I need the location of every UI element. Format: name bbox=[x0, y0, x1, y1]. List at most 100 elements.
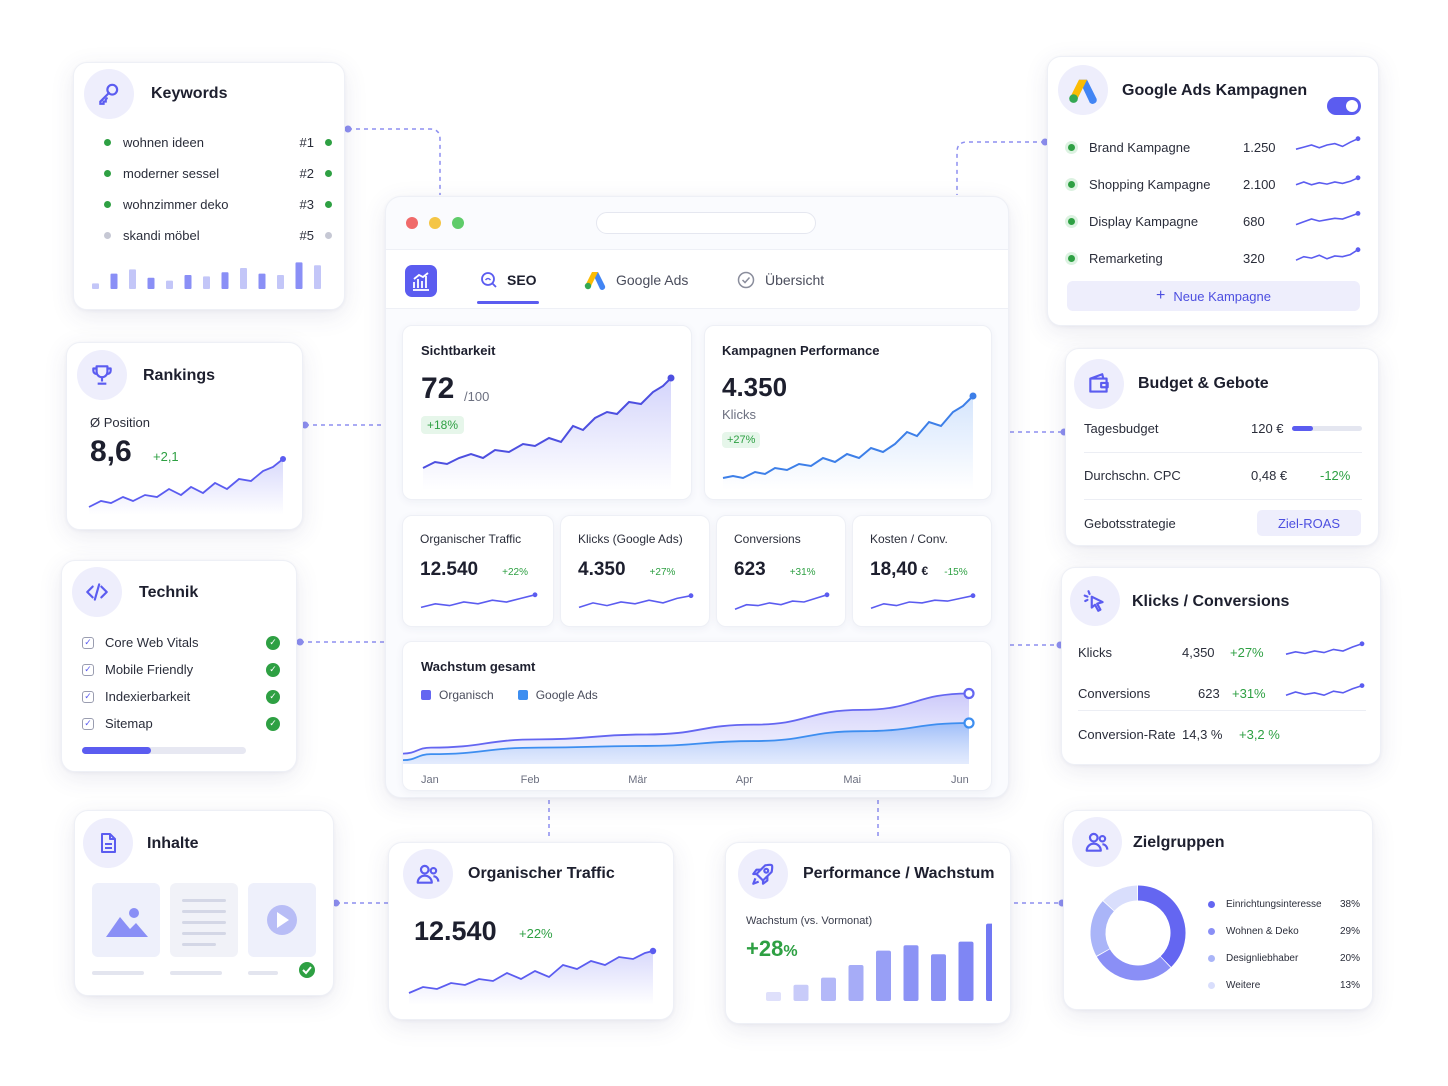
campaign-row[interactable]: Display Kampagne 680 bbox=[1068, 203, 1362, 240]
legend-value: 13% bbox=[1339, 980, 1360, 991]
sichtbarkeit-value: 72 bbox=[421, 372, 455, 405]
technik-checklist: ✓ Core Web Vitals ✓ ✓ Mobile Friendly ✓ ✓ Index… bbox=[82, 629, 280, 737]
donut-slice[interactable] bbox=[1137, 885, 1186, 967]
zielgruppen-card: Zielgruppen Einrichtungsinteresse 38% Wohn… bbox=[1063, 810, 1373, 1010]
google-ads-kampagnen-card: Google Ads Kampagnen Brand Kampagne 1.250… bbox=[1047, 56, 1379, 326]
keyword-row[interactable]: wohnzimmer deko #3 bbox=[104, 189, 332, 220]
technik-item-label: Indexierbarkeit bbox=[105, 689, 191, 704]
keyword-row[interactable]: moderner sessel #2 bbox=[104, 158, 332, 189]
keyword-rank-dot bbox=[325, 170, 332, 177]
wachstum-panel: Wachstum gesamt Organisch Google Ads Jan… bbox=[402, 641, 992, 791]
technik-item: ✓ Indexierbarkeit ✓ bbox=[82, 683, 280, 710]
campaign-sparkline bbox=[1295, 175, 1361, 186]
tab-google-ads[interactable]: Google Ads bbox=[584, 264, 688, 296]
wachstum-month-label: Jan bbox=[421, 774, 439, 786]
legend-value: 20% bbox=[1339, 953, 1360, 964]
legend-dot bbox=[1208, 982, 1215, 989]
minimize-window-button[interactable] bbox=[429, 217, 441, 229]
legend-value: 29% bbox=[1339, 926, 1360, 937]
rankings-label: Ø Position bbox=[90, 415, 150, 430]
campaign-toggle[interactable] bbox=[1327, 97, 1361, 115]
donut-slice[interactable] bbox=[1090, 901, 1115, 956]
status-ok-icon: ✓ bbox=[266, 716, 280, 731]
campaign-row[interactable]: Shopping Kampagne 2.100 bbox=[1068, 166, 1362, 203]
sichtbarkeit-line-chart bbox=[422, 374, 675, 490]
klicks-conv-row: Conversions 623 +31% bbox=[1078, 673, 1368, 714]
performance-bar bbox=[986, 923, 992, 1001]
tagesbudget-bar-fill bbox=[1292, 426, 1313, 431]
zielgruppen-title: Zielgruppen bbox=[1133, 834, 1225, 851]
cpc-label: Durchschn. CPC bbox=[1084, 468, 1181, 483]
gebotsstrategie-select[interactable]: Ziel-ROAS bbox=[1257, 510, 1361, 536]
klicks-conv-row: Klicks 4,350 +27% bbox=[1078, 632, 1368, 673]
row-sparkline-wrap bbox=[1282, 638, 1366, 662]
campaign-row[interactable]: Brand Kampagne 1.250 bbox=[1068, 129, 1362, 166]
campaign-status-dot bbox=[1068, 144, 1075, 151]
wachstum-endpoint[interactable] bbox=[963, 717, 975, 729]
keyword-label: wohnzimmer deko bbox=[123, 197, 229, 212]
technik-item: ✓ Mobile Friendly ✓ bbox=[82, 656, 280, 683]
performance-bar bbox=[903, 945, 919, 1001]
checkbox-icon[interactable]: ✓ bbox=[82, 663, 94, 676]
keyword-rank: #1 bbox=[299, 135, 314, 150]
video-tile bbox=[248, 883, 316, 957]
campaign-sparkline-wrap bbox=[1292, 244, 1362, 266]
campaign-status-dot bbox=[1068, 218, 1075, 225]
wachstum-endpoint[interactable] bbox=[963, 687, 975, 700]
new-campaign-button[interactable]: + Neue Kampagne bbox=[1067, 281, 1360, 311]
image-tile bbox=[92, 883, 160, 957]
checkbox-icon[interactable]: ✓ bbox=[82, 690, 94, 703]
google-ads-title: Google Ads Kampagnen bbox=[1122, 82, 1308, 99]
legend-label: Einrichtungsinteresse bbox=[1226, 899, 1322, 910]
tab-seo-label: SEO bbox=[507, 272, 537, 288]
close-window-button[interactable] bbox=[406, 217, 418, 229]
klicks-conv-rows: Klicks 4,350 +27% Conversions 623 +31% bbox=[1078, 632, 1368, 714]
maximize-window-button[interactable] bbox=[452, 217, 464, 229]
campaign-row[interactable]: Remarketing 320 bbox=[1068, 240, 1362, 277]
campaign-value: 680 bbox=[1243, 214, 1265, 229]
checkbox-icon[interactable]: ✓ bbox=[82, 636, 94, 649]
keyword-status-dot bbox=[104, 170, 111, 177]
keyword-row[interactable]: skandi möbel #5 bbox=[104, 220, 332, 251]
wachstum-month-label: Feb bbox=[521, 774, 540, 786]
kpi-delta: -15% bbox=[944, 567, 968, 578]
keyword-bar bbox=[240, 268, 247, 289]
kpi-title: Kosten / Conv. bbox=[870, 532, 948, 546]
keyword-row[interactable]: wohnen ideen #1 bbox=[104, 127, 332, 158]
keyword-rank: #3 bbox=[299, 197, 314, 212]
campaign-label: Display Kampagne bbox=[1089, 214, 1199, 229]
kpi-card: Klicks (Google Ads) 4.350 +27% bbox=[560, 515, 710, 627]
wachstum-month-label: Mär bbox=[628, 774, 647, 786]
tab-bar: SEO Google Ads Übersicht bbox=[386, 249, 1008, 309]
technik-progress-bar bbox=[82, 747, 246, 754]
keyword-bar bbox=[129, 269, 136, 289]
kpi-sparkline-wrap bbox=[867, 588, 977, 614]
campaign-value: 2.100 bbox=[1243, 177, 1276, 192]
rankings-sparkline bbox=[88, 456, 286, 515]
keyword-bar bbox=[314, 265, 321, 289]
tab-overview[interactable]: Übersicht bbox=[737, 264, 824, 296]
sichtbarkeit-unit: /100 bbox=[464, 389, 490, 404]
keyword-bar bbox=[203, 276, 210, 289]
address-bar[interactable] bbox=[596, 212, 816, 234]
strategie-label: Gebotsstrategie bbox=[1084, 516, 1176, 531]
performance-bar bbox=[876, 950, 891, 1001]
image-icon bbox=[106, 908, 148, 937]
tab-seo[interactable]: SEO bbox=[480, 264, 537, 296]
row-sparkline-wrap bbox=[1282, 679, 1366, 703]
checkbox-icon[interactable]: ✓ bbox=[82, 717, 94, 730]
row-value: 623 bbox=[1198, 686, 1220, 701]
kpi-card: Organischer Traffic 12.540 +22% bbox=[402, 515, 554, 627]
row-delta: +31% bbox=[1232, 686, 1266, 701]
play-icon bbox=[267, 905, 297, 935]
donut-slice[interactable] bbox=[1103, 885, 1138, 912]
wachstum-month-label: Mai bbox=[843, 774, 861, 786]
wachstum-line-google-ads bbox=[403, 722, 970, 762]
technik-item-label: Core Web Vitals bbox=[105, 635, 199, 650]
legend-dot bbox=[1208, 955, 1215, 962]
performance-bar bbox=[931, 954, 946, 1001]
donut-slice[interactable] bbox=[1096, 948, 1171, 981]
performance-label: Wachstum (vs. Vormonat) bbox=[746, 915, 873, 927]
conv-rate-delta: +3,2 % bbox=[1239, 727, 1280, 742]
campaign-sparkline-wrap bbox=[1292, 170, 1362, 192]
